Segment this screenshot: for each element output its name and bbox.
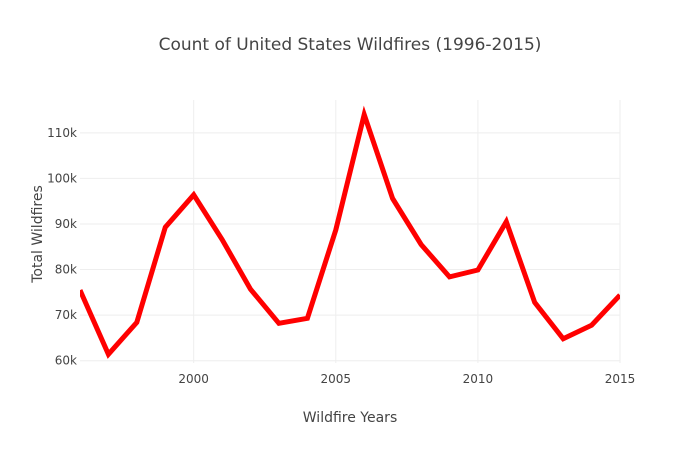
series-layer (80, 105, 620, 359)
y-tick-label: 60k (55, 354, 77, 368)
y-axis-title: Total Wildfires (30, 185, 46, 284)
x-tick-label: 2000 (178, 372, 209, 386)
y-tick-label: 80k (55, 263, 77, 277)
x-tick-label: 2010 (463, 372, 494, 386)
y-tick-label: 100k (47, 171, 77, 185)
series-line (80, 105, 620, 359)
y-tick-label: 70k (55, 308, 77, 322)
x-tick-label: 2015 (605, 372, 636, 386)
tick-labels: 60k 70k 80k 90k 100k 110k 2000 2005 2010 2015 (47, 126, 635, 386)
y-tick-label: 90k (55, 217, 77, 231)
x-tick-label: 2005 (321, 372, 352, 386)
y-tick-label: 110k (47, 126, 77, 140)
chart-title: Count of United States Wildfires (1996-2… (159, 35, 542, 55)
x-axis-title: Wildfire Years (303, 410, 397, 426)
